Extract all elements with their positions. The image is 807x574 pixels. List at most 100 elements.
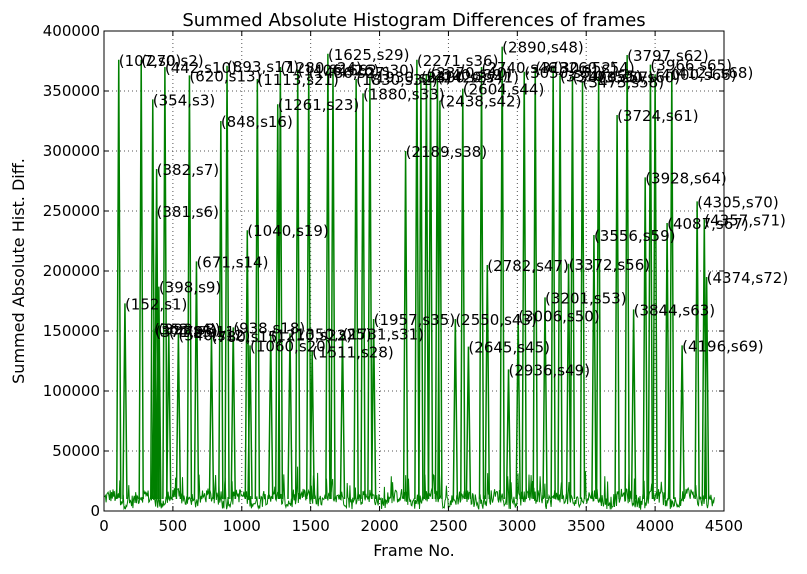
peak-spike	[565, 263, 572, 500]
peak-label: (152,s1)	[125, 295, 187, 313]
peak-spike	[367, 76, 373, 500]
peak-label: (1511,s28)	[312, 343, 394, 361]
peak-spike	[339, 333, 346, 500]
peak-spike	[218, 120, 224, 500]
peak-label: (1731,s31)	[342, 325, 424, 343]
peak-label: (938,s18)	[233, 319, 305, 337]
peak-spike	[642, 177, 648, 500]
peak-spike	[652, 74, 658, 500]
peak-spike	[591, 234, 597, 500]
x-tick-label: 4500	[705, 517, 743, 535]
peak-label: (1930,s34)	[370, 69, 452, 87]
y-tick-label: 0	[90, 502, 100, 520]
peak-label: (1040,s19)	[247, 222, 329, 240]
peak-label: (3844,s63)	[634, 301, 716, 319]
peak-spike	[208, 335, 215, 500]
peak-spike	[679, 345, 685, 500]
peak-label: (2300,s37)	[421, 69, 503, 87]
peak-spike	[465, 346, 472, 500]
peak-label: (4357,s71)	[704, 211, 786, 229]
peak-label: (620,s13)	[189, 67, 261, 85]
peak-label: (3473,s58)	[583, 73, 665, 91]
peak-label: (4087,s67)	[667, 215, 749, 233]
series-layer	[103, 46, 715, 511]
peak-spike	[595, 76, 602, 500]
peak-spike	[423, 74, 430, 500]
x-tick-label: 3000	[498, 517, 536, 535]
peak-spike	[521, 71, 527, 500]
peak-spike	[579, 81, 586, 500]
peak-label: (1060,s20)	[250, 337, 332, 355]
peak-label: (2890,s48)	[502, 39, 584, 57]
peak-spike	[267, 334, 274, 500]
tick-layer: 0 500 1000 1500 2000 2500 3000 3500 4000 4500 0 500…	[43, 22, 743, 535]
peak-spike	[664, 222, 670, 500]
peak-label: (442,s10)	[165, 59, 237, 77]
peak-label: (4196,s69)	[682, 337, 764, 355]
peak-label: (2740,s46)	[482, 59, 564, 77]
peak-spike	[418, 76, 424, 500]
peak-label: (1406,s26)	[298, 61, 380, 79]
x-tick-label: 1500	[292, 517, 330, 535]
peak-spike	[294, 69, 301, 500]
x-tick-label: 1000	[223, 517, 261, 535]
peak-spike	[614, 114, 620, 500]
peak-label-layer: (107,s0) (152,s1) (270,s2) (354,s3) (363,s4)…	[119, 39, 788, 380]
peak-label: (3928,s64)	[645, 169, 727, 187]
peak-label: (1261,s23)	[278, 96, 360, 114]
peak-label: (1486,s27)	[309, 64, 391, 82]
y-tick-label: 100000	[43, 382, 100, 400]
peak-label: (470,s11)	[169, 323, 241, 341]
peak-spike	[138, 59, 144, 500]
peak-spike	[360, 93, 366, 500]
peak-label: (3966,s65)	[650, 57, 732, 75]
peak-label: (848,s16)	[221, 113, 293, 131]
peak-spike	[224, 65, 230, 500]
peak-label: (2604,s44)	[463, 81, 545, 99]
peak-label: (4374,s72)	[707, 269, 789, 287]
peak-label: (2340,s39)	[426, 66, 508, 84]
x-tick-label: 0	[99, 517, 109, 535]
peak-spike	[156, 286, 162, 500]
peak-spike	[309, 351, 315, 500]
y-axis-label: Summed Absolute Hist. Diff.	[9, 158, 28, 384]
peak-label: (107,s0)	[119, 52, 181, 70]
peak-label: (398,s9)	[159, 279, 221, 297]
peak-label: (1662,s30)	[333, 61, 415, 79]
peak-spike	[175, 334, 182, 500]
peak-label: (671,s14)	[196, 253, 268, 271]
peak-spike	[669, 71, 675, 500]
peak-label: (1210,s22)	[271, 327, 353, 345]
peak-label: (2645,s45)	[468, 339, 550, 357]
peak-spike	[703, 276, 710, 500]
peak-spike	[542, 297, 548, 500]
peak-label: (3797,s62)	[627, 47, 709, 65]
peak-label: (4121,s68)	[672, 64, 754, 82]
peak-spike	[647, 64, 654, 500]
peak-label: (1113,s21)	[257, 71, 339, 89]
peak-spike	[287, 333, 293, 500]
peak-spike	[427, 71, 434, 500]
x-axis-label: Frame No.	[373, 541, 455, 560]
peak-spike	[193, 261, 200, 500]
peak-spike	[325, 53, 331, 500]
peak-spike	[624, 54, 630, 500]
peak-label: (3050,s51)	[524, 64, 606, 82]
peak-label: (4000,s66)	[655, 66, 737, 84]
y-tick-label: 350000	[43, 82, 100, 100]
peak-label: (2420,s41)	[437, 69, 519, 87]
y-tick-label: 200000	[43, 262, 100, 280]
peak-label: (3260,s54)	[553, 59, 635, 77]
peak-spike	[557, 75, 563, 500]
peak-label: (3310,s55)	[560, 67, 642, 85]
x-tick-label: 4000	[636, 517, 674, 535]
y-tick-label: 250000	[43, 202, 100, 220]
peak-spike	[305, 71, 312, 500]
peak-spike	[532, 66, 538, 500]
peak-label: (893,s17)	[227, 58, 299, 76]
peak-spike	[166, 330, 172, 500]
peak-label: (540,s12)	[178, 327, 250, 345]
peak-spike	[277, 66, 284, 500]
